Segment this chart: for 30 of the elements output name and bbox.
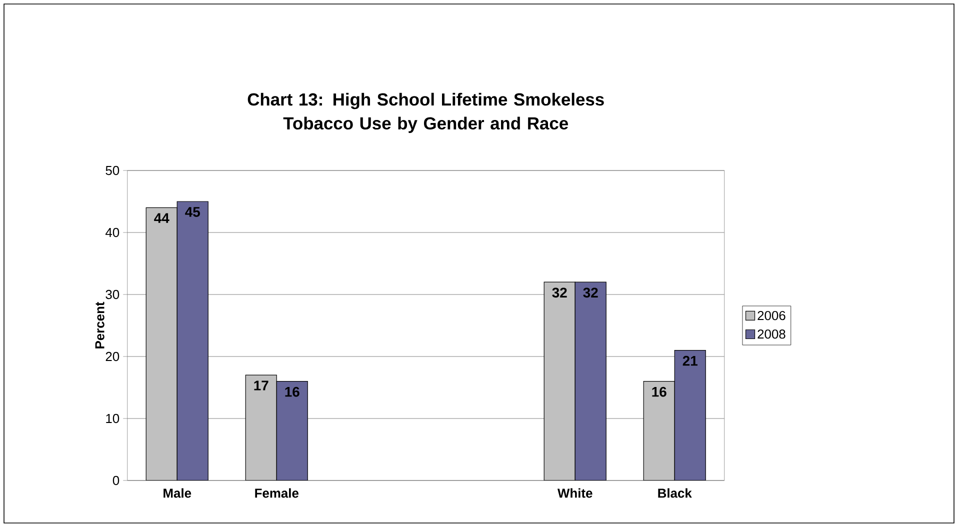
bar [146, 207, 178, 480]
x-tick-label: White [558, 488, 592, 498]
y-axis-title: Percent [95, 302, 104, 348]
bar [674, 350, 706, 480]
data-label: 45 [185, 207, 200, 217]
data-label: 17 [254, 380, 268, 390]
bar [176, 201, 208, 480]
legend-label: 2006 [758, 310, 786, 320]
chart-title: Chart 13: High School Lifetime Smokeless Tobacco Use by Gender and Race [248, 92, 604, 133]
legend-label: 2008 [758, 329, 786, 339]
data-label: 32 [583, 288, 598, 298]
x-tick-label: Female [255, 488, 298, 498]
data-label: 16 [652, 386, 666, 397]
data-label: 16 [285, 386, 300, 397]
bar [574, 282, 606, 480]
x-tick-label: Black [658, 488, 692, 498]
y-tick-label: 10 [106, 414, 120, 424]
bar [643, 380, 675, 480]
bar [276, 380, 308, 480]
y-tick-label: 20 [106, 352, 120, 362]
y-tick-label: 0 [112, 476, 120, 486]
bar [245, 374, 277, 480]
data-label: 32 [552, 288, 567, 298]
bar [544, 282, 576, 480]
x-tick-label: Male [164, 488, 192, 498]
data-label: 21 [682, 356, 698, 366]
y-tick-label: 30 [106, 290, 120, 300]
y-tick-label: 50 [106, 166, 120, 176]
y-tick-label: 40 [105, 228, 120, 238]
data-label: 44 [154, 213, 170, 223]
